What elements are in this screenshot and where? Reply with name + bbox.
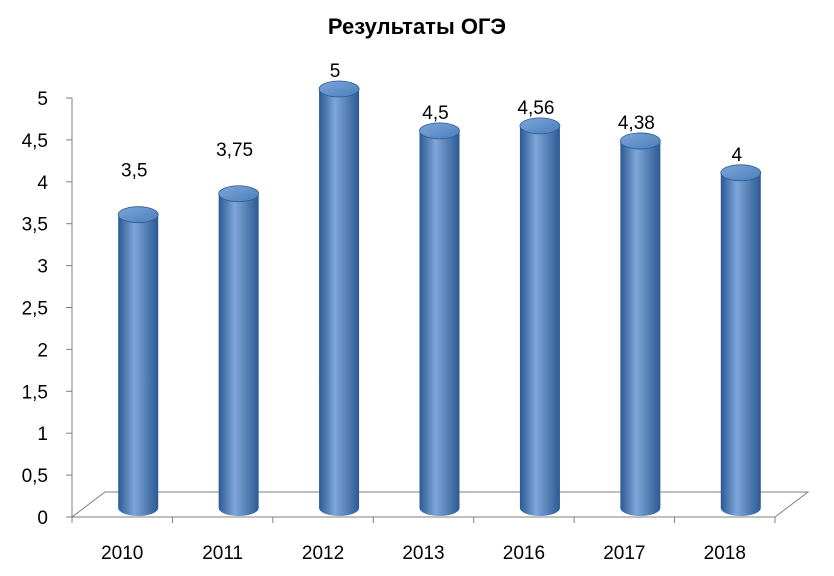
data-label: 4,56 <box>517 98 554 119</box>
y-tick-label: 2,5 <box>22 299 48 320</box>
x-tick-label: 2011 <box>202 543 243 564</box>
bar-2018 <box>720 164 762 517</box>
bar-top <box>318 80 360 98</box>
bar-top <box>619 132 661 150</box>
bar-top <box>419 122 460 140</box>
y-tick-label: 2 <box>37 340 48 361</box>
y-tick-label: 5 <box>37 89 48 110</box>
data-label: 4,5 <box>422 103 448 124</box>
data-label: 3,5 <box>121 161 147 182</box>
bar-body <box>319 89 360 516</box>
bar-2017 <box>619 132 661 516</box>
bar-body <box>519 125 560 516</box>
y-tick-label: 3,5 <box>22 215 48 236</box>
y-tick-label: 1,5 <box>22 382 48 403</box>
data-label: 4,38 <box>618 113 655 134</box>
axes <box>66 97 810 523</box>
bar-2013 <box>419 122 460 516</box>
y-tick-label: 1 <box>37 424 48 445</box>
bar-2011 <box>218 185 260 516</box>
x-tick-label: 2016 <box>503 543 545 564</box>
y-tick-label: 0 <box>37 508 48 529</box>
x-tick-label: 2018 <box>704 543 746 564</box>
data-label: 4 <box>731 145 742 166</box>
bar-body <box>118 214 159 516</box>
bar-2012 <box>318 80 360 516</box>
bar-top <box>218 185 260 203</box>
x-tick-label: 2013 <box>402 543 444 564</box>
y-tick-label: 0,5 <box>22 466 48 487</box>
bar-body <box>218 193 259 516</box>
labels: 0 0,5 1 1,5 2 2,5 3 3,5 4 4,5 5 3,5 2010 3,75 2011 5 201… <box>22 61 746 564</box>
data-label: 5 <box>330 61 341 82</box>
bar-top <box>519 117 561 135</box>
bar-2010 <box>117 206 159 516</box>
bars <box>117 80 762 517</box>
y-tick-label: 3 <box>37 257 48 278</box>
data-label: 3,75 <box>216 140 253 161</box>
x-tick-label: 2010 <box>101 543 143 564</box>
x-tick-label: 2012 <box>302 543 344 564</box>
bar-2016 <box>519 117 561 516</box>
y-tick-label: 4 <box>37 173 48 194</box>
bar-body <box>620 140 661 516</box>
y-tick-label: 4,5 <box>22 131 48 152</box>
chart-title: Результаты ОГЭ <box>327 14 507 39</box>
x-tick-label: 2017 <box>603 543 645 564</box>
bar-body <box>419 130 460 516</box>
bar-top <box>720 164 762 182</box>
bar-body <box>720 172 761 517</box>
bar-top <box>117 206 159 224</box>
chart-floor <box>70 491 810 518</box>
